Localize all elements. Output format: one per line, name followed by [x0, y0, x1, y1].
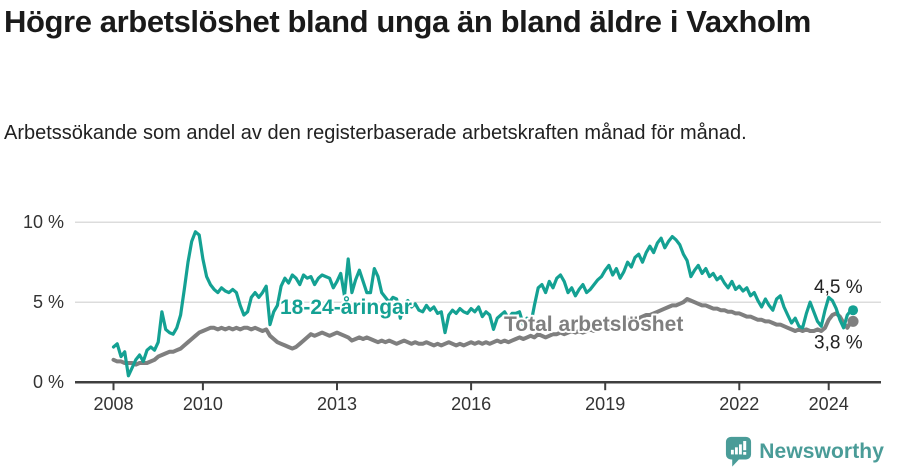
y-axis-tick-label: 10 %: [23, 212, 64, 232]
brand-name: Newsworthy: [759, 439, 884, 463]
end-value-label-total: 3,8 %: [814, 332, 863, 353]
end-value-label-young-18-24: 4,5 %: [814, 277, 863, 298]
y-axis-tick-label: 0 %: [33, 372, 64, 392]
logo-exclamation-dot: [743, 451, 747, 455]
x-axis-tick-label: 2022: [719, 394, 759, 414]
end-dot-total: [847, 315, 859, 327]
newsworthy-logo-icon: [726, 436, 752, 467]
x-axis-tick-label: 2016: [451, 394, 491, 414]
x-axis-tick-label: 2024: [809, 394, 849, 414]
chart-title: Högre arbetslöshet bland unga än bland ä…: [4, 4, 811, 39]
x-axis-tick-label: 2010: [183, 394, 223, 414]
logo-exclamation-bar: [743, 441, 747, 451]
series-label-young-18-24: 18-24-åringar: [280, 296, 412, 319]
x-axis-tick-label: 2019: [585, 394, 625, 414]
logo-bar-medium: [735, 447, 739, 455]
chart-subtitle: Arbetssökande som andel av den registerb…: [4, 122, 747, 144]
brand-footer: Newsworthy: [725, 436, 884, 467]
series-line-total: [111, 297, 854, 367]
y-axis-tick-label: 5 %: [33, 292, 64, 312]
logo-speech-bubble: [726, 436, 752, 467]
x-axis-tick-label: 2013: [317, 394, 357, 414]
logo-bar-large: [739, 444, 743, 455]
logo-bar-small: [731, 449, 735, 455]
series-line-young-18-24: [111, 230, 853, 378]
series-label-total: Total arbetslöshet: [504, 313, 683, 336]
end-dot-young-18-24: [848, 305, 859, 316]
x-axis-tick-label: 2008: [93, 394, 133, 414]
